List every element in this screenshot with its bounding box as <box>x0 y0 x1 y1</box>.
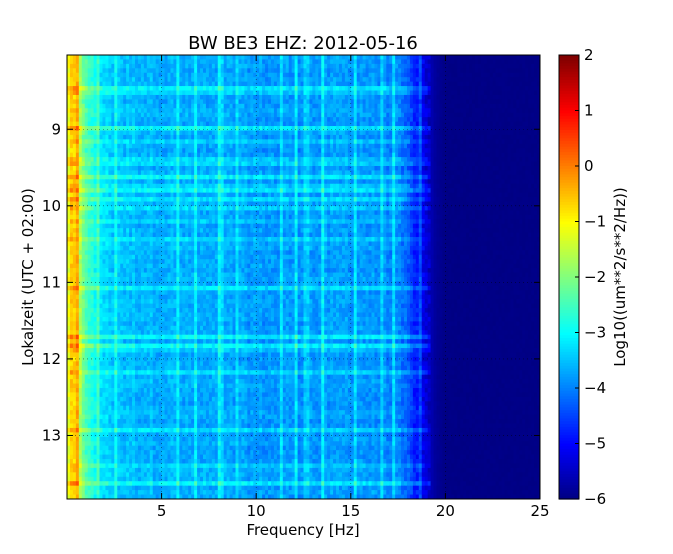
spectrogram-heatmap <box>67 55 541 500</box>
